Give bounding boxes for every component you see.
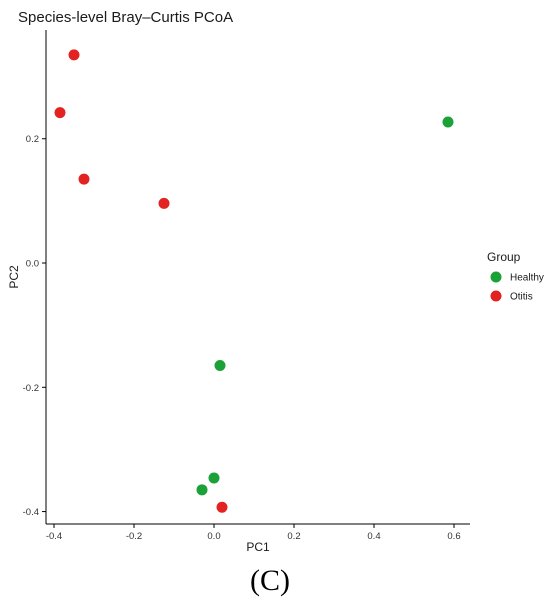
point-otitis-2: [54, 107, 66, 119]
y-tick-label: -0.2: [23, 383, 39, 394]
legend-swatch-healthy: [490, 271, 502, 283]
legend-label-otitis: Otitis: [510, 292, 533, 303]
y-axis-label: PC2: [7, 265, 21, 289]
legend-label-healthy: Healthy: [510, 273, 544, 284]
point-otitis-4: [158, 197, 170, 209]
point-otitis-1: [68, 49, 80, 61]
chart-title: Species-level Bray–Curtis PCoA: [18, 9, 233, 26]
x-tick-label: 0.6: [447, 531, 460, 542]
data-points: [54, 49, 454, 513]
legend: Group Healthy Otitis: [487, 250, 544, 303]
point-healthy-1: [442, 116, 454, 128]
x-tick-label: 0.4: [367, 531, 380, 542]
y-tick-label: -0.4: [23, 507, 39, 518]
x-tick-label: -0.4: [46, 531, 62, 542]
y-tick-label: 0.0: [26, 259, 39, 270]
y-tick-label: 0.2: [26, 134, 39, 145]
x-axis-ticks: -0.4 -0.2 0.0 0.2 0.4 0.6: [46, 524, 461, 542]
x-tick-label: -0.2: [126, 531, 142, 542]
legend-swatch-otitis: [490, 290, 502, 302]
point-healthy-2: [214, 360, 226, 372]
panel-label: (C): [250, 564, 290, 597]
point-healthy-4: [196, 484, 208, 496]
point-otitis-5: [216, 501, 228, 513]
point-healthy-3: [208, 472, 220, 484]
point-otitis-3: [78, 173, 90, 185]
legend-title: Group: [487, 250, 521, 264]
x-tick-label: 0.0: [207, 531, 220, 542]
y-axis-ticks: -0.4 -0.2 0.0 0.2: [23, 134, 46, 518]
x-axis-label: PC1: [246, 540, 270, 554]
plot-area: -0.4 -0.2 0.0 0.2 -0.4 -0.2 0.0 0.2 0.4 0.6: [23, 30, 470, 542]
legend-items: Healthy Otitis: [490, 271, 544, 303]
x-tick-label: 0.2: [287, 531, 300, 542]
